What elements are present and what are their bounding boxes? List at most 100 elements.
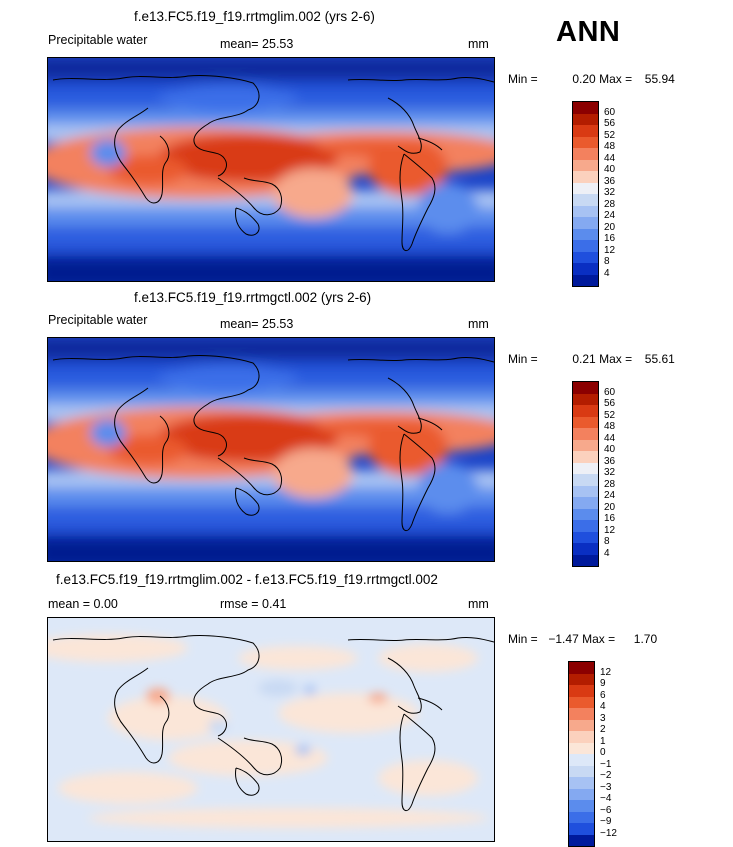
- colorbar-swatch: [573, 205, 598, 217]
- colorbar-swatch: [569, 777, 594, 789]
- colorbar-tick-label: 28: [604, 198, 616, 210]
- colorbar-tick-label: 44: [604, 432, 616, 444]
- colorbar-swatch: [569, 823, 594, 835]
- panel3-title: f.e13.FC5.f19_f19.rrtmglim.002 - f.e13.F…: [56, 572, 438, 587]
- colorbar-swatch: [573, 428, 598, 440]
- panel1-field-label: Precipitable water: [48, 33, 148, 47]
- colorbar-tick-label: 44: [604, 152, 616, 164]
- colorbar-swatch: [569, 708, 594, 720]
- colorbar-tick-label: 8: [604, 256, 610, 267]
- colorbar-swatch: [569, 731, 594, 743]
- colorbar-swatch: [569, 742, 594, 754]
- colorbar-tick-label: −12: [600, 827, 617, 839]
- colorbar-tick-label: 0: [600, 747, 606, 758]
- colorbar-tick-label: 16: [604, 513, 616, 524]
- panel1-min-value: 0.20: [572, 72, 596, 86]
- panel2-max-label: Max =: [599, 352, 633, 366]
- colorbar-swatch: [569, 788, 594, 800]
- season-label: ANN: [556, 16, 621, 48]
- colorbar-tick-label: 40: [604, 444, 616, 455]
- panel1-mean: mean= 25.53: [220, 37, 294, 51]
- colorbar-swatch: [573, 451, 598, 463]
- colorbar-swatch: [573, 274, 598, 286]
- colorbar-tick-label: 12: [604, 244, 616, 256]
- colorbar-swatch: [573, 263, 598, 275]
- panel2-map-svg: [48, 338, 494, 561]
- colorbar-tick-label: 24: [604, 490, 616, 501]
- colorbar-swatch: [569, 662, 594, 674]
- panel3-min-value: −1.47: [548, 632, 579, 646]
- colorbar-tick-label: 56: [604, 118, 616, 129]
- panel3-map-svg: [48, 618, 494, 841]
- panel1-colorbar: [572, 101, 599, 287]
- colorbar-swatch: [573, 416, 598, 428]
- colorbar-tick-label: 12: [600, 666, 612, 678]
- colorbar-swatch: [573, 182, 598, 194]
- colorbar-tick-label: 56: [604, 398, 616, 409]
- colorbar-tick-label: 48: [604, 141, 616, 152]
- colorbar-swatch: [573, 439, 598, 451]
- colorbar-tick-label: 9: [600, 678, 606, 689]
- colorbar-swatch: [573, 462, 598, 474]
- panel1-max-value: 55.94: [644, 72, 675, 86]
- panel3-max-value: 1.70: [633, 632, 658, 646]
- colorbar-tick-label: 32: [604, 467, 616, 478]
- colorbar-tick-label: 16: [604, 233, 616, 244]
- colorbar-tick-label: 3: [600, 712, 606, 724]
- panel1-title: f.e13.FC5.f19_f19.rrtmglim.002 (yrs 2-6): [134, 9, 375, 24]
- colorbar-tick-label: 20: [604, 221, 616, 233]
- colorbar-tick-label: −2: [600, 770, 612, 781]
- colorbar-tick-label: 60: [604, 106, 616, 118]
- colorbar-swatch: [573, 531, 598, 543]
- panel3-units: mm: [468, 597, 489, 611]
- panel2-units: mm: [468, 317, 489, 331]
- colorbar-tick-label: 6: [600, 689, 606, 701]
- colorbar-tick-label: 20: [604, 501, 616, 513]
- colorbar-swatch: [573, 102, 598, 114]
- colorbar-swatch: [569, 800, 594, 812]
- colorbar-tick-label: 4: [600, 701, 606, 712]
- colorbar-swatch: [573, 113, 598, 125]
- colorbar-swatch: [573, 543, 598, 555]
- panel2-colorbar-labels: 60 56 52 48 44 40 36 32 28 24 20 16 12 8 4: [604, 381, 634, 561]
- colorbar-swatch: [569, 811, 594, 823]
- colorbar-tick-label: −3: [600, 781, 612, 793]
- panel3-colorbar: [568, 661, 595, 847]
- colorbar-tick-label: 4: [604, 267, 610, 279]
- colorbar-swatch: [569, 834, 594, 846]
- colorbar-swatch: [573, 217, 598, 229]
- colorbar-swatch: [573, 136, 598, 148]
- colorbar-swatch: [573, 251, 598, 263]
- colorbar-tick-label: 24: [604, 210, 616, 221]
- panel3-coastlines: [52, 635, 494, 811]
- colorbar-swatch: [573, 159, 598, 171]
- panel2-min-value: 0.21: [572, 352, 596, 366]
- colorbar-tick-label: 4: [604, 547, 610, 559]
- colorbar-swatch: [573, 148, 598, 160]
- panel2-max-value: 55.61: [644, 352, 675, 366]
- colorbar-tick-label: 8: [604, 536, 610, 547]
- colorbar-tick-label: 52: [604, 409, 616, 421]
- colorbar-swatch: [573, 485, 598, 497]
- panel1-coastlines: [52, 75, 494, 251]
- colorbar-tick-label: 12: [604, 524, 616, 536]
- colorbar-tick-label: 60: [604, 386, 616, 398]
- colorbar-tick-label: 36: [604, 455, 616, 467]
- colorbar-tick-label: 52: [604, 129, 616, 141]
- colorbar-swatch: [573, 194, 598, 206]
- panel3-rmse: rmse = 0.41: [220, 597, 287, 611]
- colorbar-tick-label: 32: [604, 187, 616, 198]
- colorbar-swatch: [569, 754, 594, 766]
- colorbar-tick-label: 28: [604, 478, 616, 490]
- colorbar-swatch: [573, 240, 598, 252]
- colorbar-tick-label: −4: [600, 793, 612, 804]
- colorbar-swatch: [573, 508, 598, 520]
- colorbar-swatch: [573, 405, 598, 417]
- colorbar-swatch: [569, 719, 594, 731]
- colorbar-swatch: [573, 520, 598, 532]
- panel1-map: [47, 57, 495, 282]
- panel1-colorbar-labels: 60 56 52 48 44 40 36 32 28 24 20 16 12 8 4: [604, 101, 634, 281]
- colorbar-swatch: [569, 765, 594, 777]
- panel3-mean: mean = 0.00: [48, 597, 118, 611]
- panel2-mean: mean= 25.53: [220, 317, 294, 331]
